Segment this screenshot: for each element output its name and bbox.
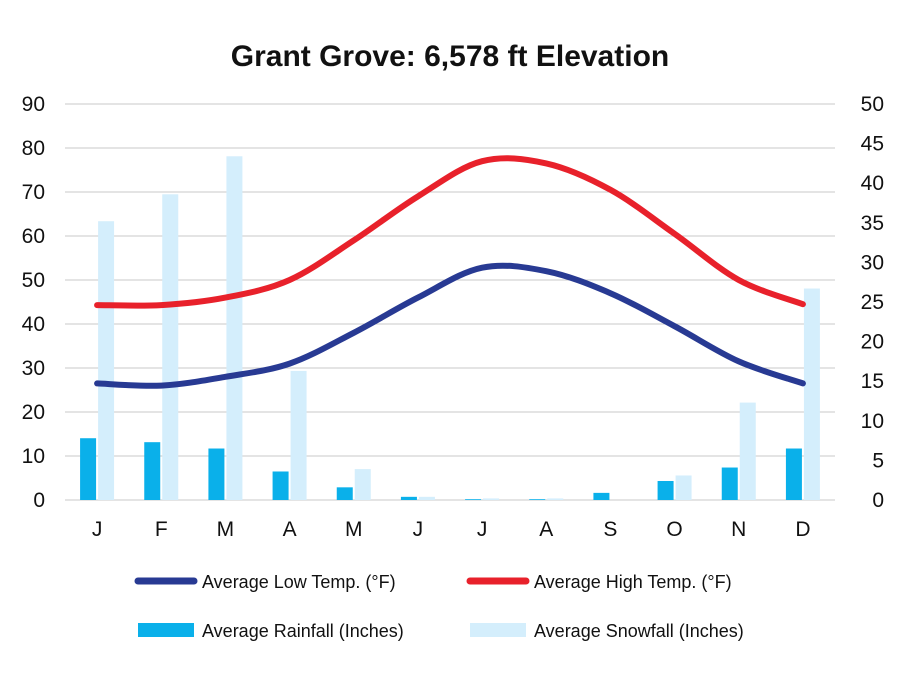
y-right-tick-label: 15 (861, 370, 884, 393)
rainfall-bar (400, 496, 417, 500)
rainfall-bar (593, 492, 610, 500)
x-tick-label: J (92, 518, 103, 541)
x-tick-label: N (731, 518, 746, 541)
snowfall-bar (675, 475, 692, 500)
rainfall-bar (336, 487, 353, 500)
y-left-tick-label: 20 (22, 401, 45, 424)
x-tick-label: M (217, 518, 235, 541)
rainfall-bar (721, 467, 738, 500)
y-right-tick-label: 30 (861, 251, 884, 274)
legend-rainfall-swatch (138, 623, 194, 637)
y-right-tick-label: 20 (861, 331, 884, 354)
y-left-tick-label: 80 (22, 137, 45, 160)
x-tick-label: O (666, 518, 682, 541)
snowfall-bar (803, 288, 820, 500)
y-right-tick-label: 35 (861, 212, 884, 235)
rainfall-bar (80, 438, 97, 500)
y-left-tick-label: 30 (22, 357, 45, 380)
high-temp-line (94, 155, 806, 309)
y-left-tick-label: 10 (22, 445, 45, 468)
y-left-tick-label: 0 (33, 489, 45, 512)
snowfall-bar (290, 370, 307, 500)
x-tick-label: D (795, 518, 810, 541)
x-tick-label: A (539, 518, 553, 541)
snowfall-bar (162, 194, 179, 500)
y-right-tick-label: 25 (861, 291, 884, 314)
y-left-tick-label: 90 (22, 93, 45, 116)
x-tick-label: A (283, 518, 297, 541)
x-tick-label: F (155, 518, 168, 541)
y-right-tick-label: 5 (872, 449, 884, 472)
snowfall-bar (354, 469, 371, 500)
y-right-tick-label: 45 (861, 133, 884, 156)
snowfall-bar (98, 221, 115, 500)
x-tick-label: S (603, 518, 617, 541)
rainfall-bar (144, 442, 161, 500)
legend-low-temp-label: Average Low Temp. (°F) (202, 572, 396, 592)
snowfall-bar (226, 156, 243, 500)
snowfall-bar (483, 498, 500, 500)
y-right-tick-label: 10 (861, 410, 884, 433)
legend-snowfall-label: Average Snowfall (Inches) (534, 621, 744, 641)
snowfall-bar (547, 498, 564, 500)
rainfall-bar (657, 480, 674, 500)
rainfall-bar (785, 448, 802, 500)
legend-rainfall-label: Average Rainfall (Inches) (202, 621, 404, 641)
x-tick-label: J (413, 518, 424, 541)
rainfall-bar (272, 471, 289, 500)
x-tick-label: M (345, 518, 363, 541)
low-temp-line (94, 262, 806, 389)
snowfall-bar (739, 402, 756, 500)
snowfall-bar (418, 496, 435, 500)
y-right-tick-label: 40 (861, 172, 884, 195)
y-left-tick-label: 40 (22, 313, 45, 336)
y-right-tick-label: 0 (872, 489, 884, 512)
legend-snowfall-swatch (470, 623, 526, 637)
legend-high-temp-label: Average High Temp. (°F) (534, 572, 732, 592)
y-left-tick-label: 70 (22, 181, 45, 204)
chart-title: Grant Grove: 6,578 ft Elevation (230, 40, 670, 73)
rainfall-bar (208, 448, 225, 500)
rainfall-bar (465, 499, 482, 500)
x-tick-label: J (477, 518, 488, 541)
y-left-tick-label: 60 (22, 225, 45, 248)
rainfall-bar (529, 499, 546, 500)
y-left-tick-label: 50 (22, 269, 45, 292)
y-right-tick-label: 50 (861, 93, 884, 116)
